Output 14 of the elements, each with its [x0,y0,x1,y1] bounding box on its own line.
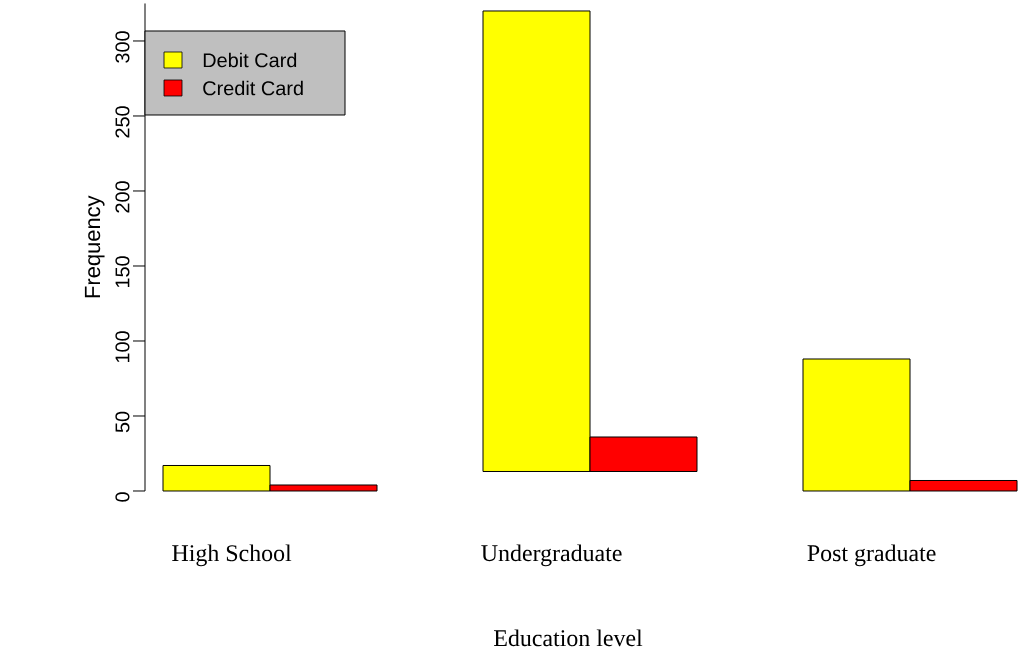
x-axis-title: Education level [494,629,643,647]
x-tick-label: Post graduate [807,544,936,567]
x-tick-label: Undergraduate [481,544,622,567]
y-tick-label: 200 [115,181,130,213]
y-tick-label: 250 [115,106,130,138]
y-tick-label: 50 [115,411,130,433]
y-tick-label: 100 [115,331,130,363]
y-tick-label: 150 [115,256,130,288]
y-tick-label: 0 [115,492,130,502]
y-tick-label: 300 [115,31,130,63]
y-axis-title: Frequency [84,195,105,298]
legend-label: Debit Card [203,52,297,68]
legend-label: Credit Card [203,80,303,96]
x-tick-label: High School [172,544,292,567]
